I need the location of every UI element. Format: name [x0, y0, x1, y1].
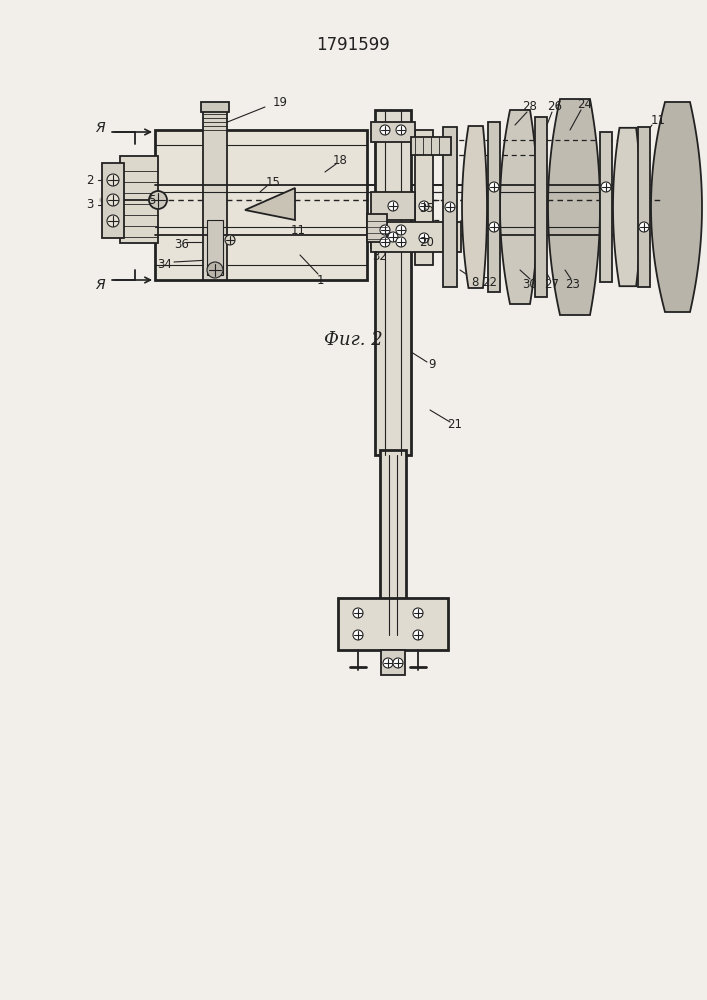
Circle shape — [388, 201, 398, 211]
Text: 11: 11 — [291, 224, 305, 236]
Circle shape — [413, 608, 423, 618]
Bar — [488, 122, 500, 292]
Bar — [535, 117, 547, 297]
Polygon shape — [462, 126, 487, 288]
Circle shape — [353, 630, 363, 640]
Text: 28: 28 — [522, 101, 537, 113]
Text: 21: 21 — [448, 418, 462, 432]
Polygon shape — [613, 128, 641, 286]
Text: 11: 11 — [650, 113, 665, 126]
Bar — [371, 192, 415, 220]
Circle shape — [489, 222, 499, 232]
Text: 18: 18 — [332, 153, 347, 166]
Text: 5: 5 — [148, 194, 156, 207]
Circle shape — [383, 658, 393, 668]
Bar — [380, 450, 406, 635]
Text: 24: 24 — [578, 99, 592, 111]
Bar — [411, 137, 451, 155]
Circle shape — [380, 237, 390, 247]
Bar — [102, 163, 124, 238]
Polygon shape — [651, 102, 702, 312]
Text: 30: 30 — [522, 277, 537, 290]
Bar — [371, 222, 461, 252]
Circle shape — [107, 194, 119, 206]
Circle shape — [396, 225, 406, 235]
Text: 15: 15 — [266, 176, 281, 188]
Text: 34: 34 — [158, 257, 173, 270]
Text: 26: 26 — [547, 101, 563, 113]
Bar — [371, 226, 415, 248]
Text: Фиг. 2: Фиг. 2 — [324, 331, 382, 349]
Bar — [338, 598, 448, 650]
Text: 23: 23 — [566, 277, 580, 290]
Bar — [203, 110, 227, 280]
Polygon shape — [548, 99, 600, 315]
Circle shape — [396, 237, 406, 247]
Bar — [120, 156, 158, 243]
Text: 8: 8 — [472, 275, 479, 288]
Polygon shape — [245, 188, 295, 220]
Circle shape — [489, 182, 499, 192]
Text: 1791599: 1791599 — [316, 36, 390, 54]
Bar — [415, 130, 433, 265]
Text: 35: 35 — [420, 202, 434, 215]
Bar — [155, 130, 367, 280]
Circle shape — [107, 174, 119, 186]
Circle shape — [380, 125, 390, 135]
Bar — [638, 127, 650, 287]
Bar — [381, 650, 405, 675]
Circle shape — [353, 608, 363, 618]
Circle shape — [380, 225, 390, 235]
Text: 20: 20 — [419, 235, 434, 248]
Text: 19: 19 — [272, 96, 288, 108]
Text: 22: 22 — [482, 276, 498, 290]
Circle shape — [225, 235, 235, 245]
Circle shape — [601, 182, 611, 192]
Text: 27: 27 — [544, 277, 559, 290]
Circle shape — [419, 201, 429, 211]
Circle shape — [149, 191, 167, 209]
Text: 3: 3 — [86, 198, 94, 212]
Circle shape — [107, 215, 119, 227]
Circle shape — [419, 233, 429, 243]
Circle shape — [639, 222, 649, 232]
Bar — [375, 110, 411, 455]
Bar — [367, 214, 387, 242]
Text: Я: Я — [95, 121, 105, 135]
Text: 9: 9 — [428, 359, 436, 371]
Circle shape — [388, 232, 398, 242]
Circle shape — [396, 125, 406, 135]
Circle shape — [413, 630, 423, 640]
Text: 32: 32 — [373, 250, 387, 263]
Bar — [600, 132, 612, 282]
Polygon shape — [500, 110, 538, 304]
Text: 1: 1 — [316, 273, 324, 286]
Text: Я: Я — [95, 278, 105, 292]
Bar — [207, 220, 223, 275]
Circle shape — [207, 262, 223, 278]
Bar — [201, 102, 229, 112]
Bar — [443, 127, 457, 287]
Circle shape — [445, 202, 455, 212]
Text: 2: 2 — [86, 174, 94, 186]
Text: 36: 36 — [175, 238, 189, 251]
Circle shape — [393, 658, 403, 668]
Bar — [371, 122, 415, 142]
